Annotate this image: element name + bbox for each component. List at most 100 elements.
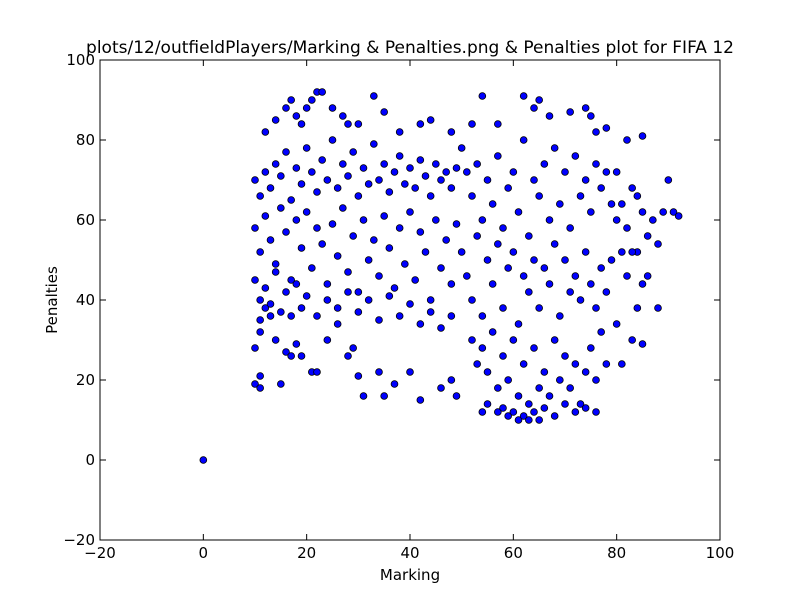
data-point [328, 104, 337, 112]
data-point [499, 224, 507, 232]
data-point [509, 408, 518, 416]
data-point [339, 112, 347, 120]
data-point [519, 272, 528, 280]
data-point [566, 108, 574, 116]
data-point [525, 232, 533, 240]
data-point [561, 256, 569, 264]
data-point [380, 108, 388, 116]
data-point [628, 184, 636, 192]
data-point [313, 224, 321, 232]
data-point [545, 392, 554, 400]
data-point [494, 152, 502, 160]
data-point [519, 92, 528, 100]
data-point [277, 172, 285, 180]
data-point [550, 240, 559, 248]
data-point [478, 344, 487, 352]
data-point [318, 88, 326, 96]
data-point [421, 248, 430, 256]
data-point [406, 368, 414, 376]
y-tick-label: 0 [85, 451, 95, 469]
data-point [571, 272, 580, 280]
data-point [576, 192, 585, 200]
data-point [669, 208, 678, 216]
data-point [349, 344, 357, 352]
data-point [597, 184, 605, 192]
data-point [287, 312, 295, 320]
data-point [406, 164, 414, 172]
data-point [550, 412, 559, 420]
data-point [261, 284, 270, 292]
data-point [587, 344, 595, 352]
data-point [623, 272, 631, 280]
data-point [483, 400, 492, 408]
data-point [318, 240, 326, 248]
data-point [251, 380, 259, 388]
data-point [488, 200, 497, 208]
data-point [452, 220, 461, 228]
data-point [618, 248, 626, 256]
data-point [344, 120, 352, 128]
data-point [297, 352, 306, 360]
data-point [287, 196, 295, 204]
data-point [592, 376, 600, 384]
data-point [282, 348, 290, 356]
data-point [499, 304, 507, 312]
data-point [251, 224, 259, 232]
data-point [643, 272, 652, 280]
data-point [199, 456, 208, 464]
data-point [556, 376, 564, 384]
data-point [509, 248, 518, 256]
data-point [339, 204, 347, 212]
data-point [251, 176, 259, 184]
data-point [519, 360, 528, 368]
data-point [323, 296, 332, 304]
data-point [540, 404, 549, 412]
data-point [251, 276, 259, 284]
data-point [535, 304, 543, 312]
data-point [618, 200, 626, 208]
data-point [256, 192, 264, 200]
data-point [561, 400, 569, 408]
data-point [385, 292, 394, 300]
data-point [468, 192, 476, 200]
data-point [354, 372, 363, 380]
data-point [323, 336, 332, 344]
data-point [375, 176, 383, 184]
data-point [426, 116, 435, 124]
data-point [271, 336, 280, 344]
data-point [545, 280, 554, 288]
data-point [359, 216, 368, 224]
data-point [256, 296, 264, 304]
data-point [432, 216, 440, 224]
data-point [277, 380, 285, 388]
data-point [323, 176, 332, 184]
data-point [354, 192, 363, 200]
data-point [592, 128, 600, 136]
data-point [581, 176, 590, 184]
data-point [525, 400, 533, 408]
data-point [535, 416, 543, 424]
data-point [504, 184, 512, 192]
data-point [282, 288, 290, 296]
data-point [623, 136, 631, 144]
data-point [395, 128, 404, 136]
data-point [364, 256, 373, 264]
data-point [514, 392, 523, 400]
x-tick-label: 80 [607, 544, 626, 562]
data-point [494, 240, 502, 248]
data-point [282, 228, 290, 236]
data-point [447, 280, 456, 288]
data-point [447, 312, 456, 320]
data-point [271, 116, 280, 124]
x-tick-label: 0 [199, 544, 209, 562]
data-point [509, 336, 518, 344]
data-point [638, 132, 647, 140]
data-point [333, 252, 342, 260]
data-point [587, 208, 595, 216]
data-point [504, 376, 512, 384]
data-point [313, 368, 321, 376]
data-point [401, 260, 409, 268]
data-point [411, 276, 419, 284]
data-point [313, 312, 321, 320]
data-point [277, 308, 285, 316]
